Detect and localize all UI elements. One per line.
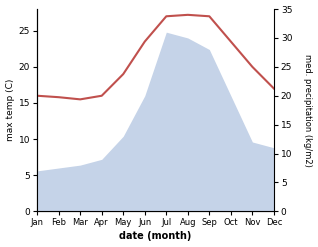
Y-axis label: med. precipitation (kg/m2): med. precipitation (kg/m2) xyxy=(303,54,313,167)
X-axis label: date (month): date (month) xyxy=(119,231,192,242)
Y-axis label: max temp (C): max temp (C) xyxy=(5,79,15,141)
